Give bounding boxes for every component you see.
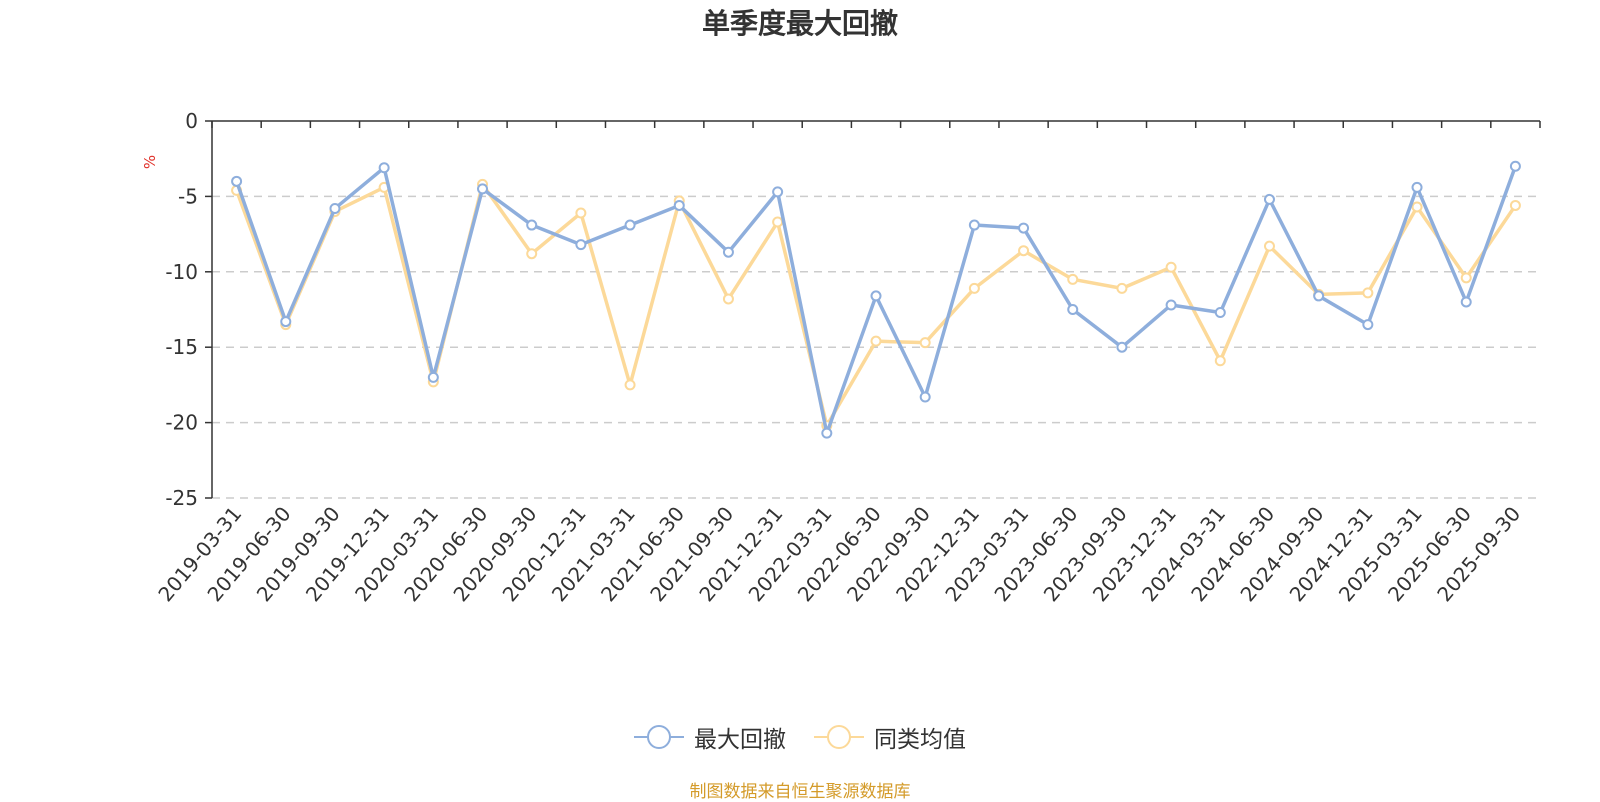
axes [211,120,1540,498]
x-axis-ticks: 2019-03-312019-06-302019-09-302019-12-31… [153,121,1541,606]
series-1-point-11 [772,216,784,228]
series-line-1 [234,182,1517,428]
series-0-point-20 [1214,307,1226,319]
series-1-point-24 [1411,201,1423,213]
series-1-point-13 [870,335,882,347]
series-0-point-25 [1460,296,1472,308]
series-0-point-11 [772,186,784,198]
series-0-point-15 [968,219,980,231]
series-1-point-26 [1509,199,1521,211]
y-tick-label-2: -10 [165,260,198,284]
series-0-point-0 [231,175,243,187]
series-0-point-23 [1362,319,1374,331]
series-group [231,160,1521,439]
legend-label-max-drawdown: 最大回撤 [694,727,786,753]
y-tick-label-4: -20 [165,411,198,435]
series-0-point-24 [1411,181,1423,193]
series-1-point-6 [526,248,538,260]
series-1-point-21 [1263,240,1275,252]
series-0-point-3 [378,162,390,174]
series-1-point-10 [722,293,734,305]
series-1-point-15 [968,282,980,294]
series-1-point-19 [1165,261,1177,273]
series-0-point-2 [329,202,341,214]
y-tick-label-1: -5 [178,184,198,208]
series-0-point-21 [1263,193,1275,205]
grid-lines [212,195,1540,499]
y-tick-label-5: -25 [165,486,198,510]
series-0-point-19 [1165,299,1177,311]
series-1-point-14 [919,337,931,349]
series-0-point-8 [624,219,636,231]
series-0-point-18 [1116,341,1128,353]
chart-title: 单季度最大回撤 [701,7,898,40]
series-0-point-6 [526,219,538,231]
series-0-point-4 [427,371,439,383]
series-0-point-13 [870,290,882,302]
y-axis-ticks: 0 -5 -10 -15 -20 -25 [165,109,212,510]
series-0-point-16 [1018,222,1030,234]
legend-marker-max-drawdown [634,725,684,749]
series-1-point-20 [1214,355,1226,367]
source-footer: 制图数据来自恒生聚源数据库 [689,782,911,802]
legend: 最大回撤 同类均值 [0,720,1600,754]
series-0-point-12 [821,427,833,439]
series-1-point-18 [1116,282,1128,294]
y-axis-unit: % [141,155,159,169]
series-1-point-23 [1362,287,1374,299]
series-0-point-1 [280,316,292,328]
legend-marker-peer-average [814,725,864,749]
legend-item-max-drawdown[interactable]: 最大回撤 [634,720,786,754]
series-0-point-7 [575,239,587,251]
series-1-point-17 [1067,273,1079,285]
y-tick-label-3: -15 [165,335,198,359]
series-0-point-10 [722,246,734,258]
series-0-point-14 [919,391,931,403]
series-1-point-8 [624,379,636,391]
series-0-point-17 [1067,304,1079,315]
series-0-point-22 [1313,290,1325,302]
series-1-point-7 [575,207,587,219]
series-0-point-5 [477,183,489,195]
series-0-point-26 [1509,160,1521,172]
series-1-point-25 [1460,272,1472,284]
series-0-point-9 [673,199,685,211]
legend-label-peer-average: 同类均值 [874,727,966,753]
line-chart: 0 -5 -10 -15 -20 -25 2019-03-312019-06-302019… [141,109,1541,606]
legend-item-peer-average[interactable]: 同类均值 [814,720,966,754]
series-1-point-16 [1018,245,1030,257]
y-tick-label-0: 0 [185,109,198,133]
